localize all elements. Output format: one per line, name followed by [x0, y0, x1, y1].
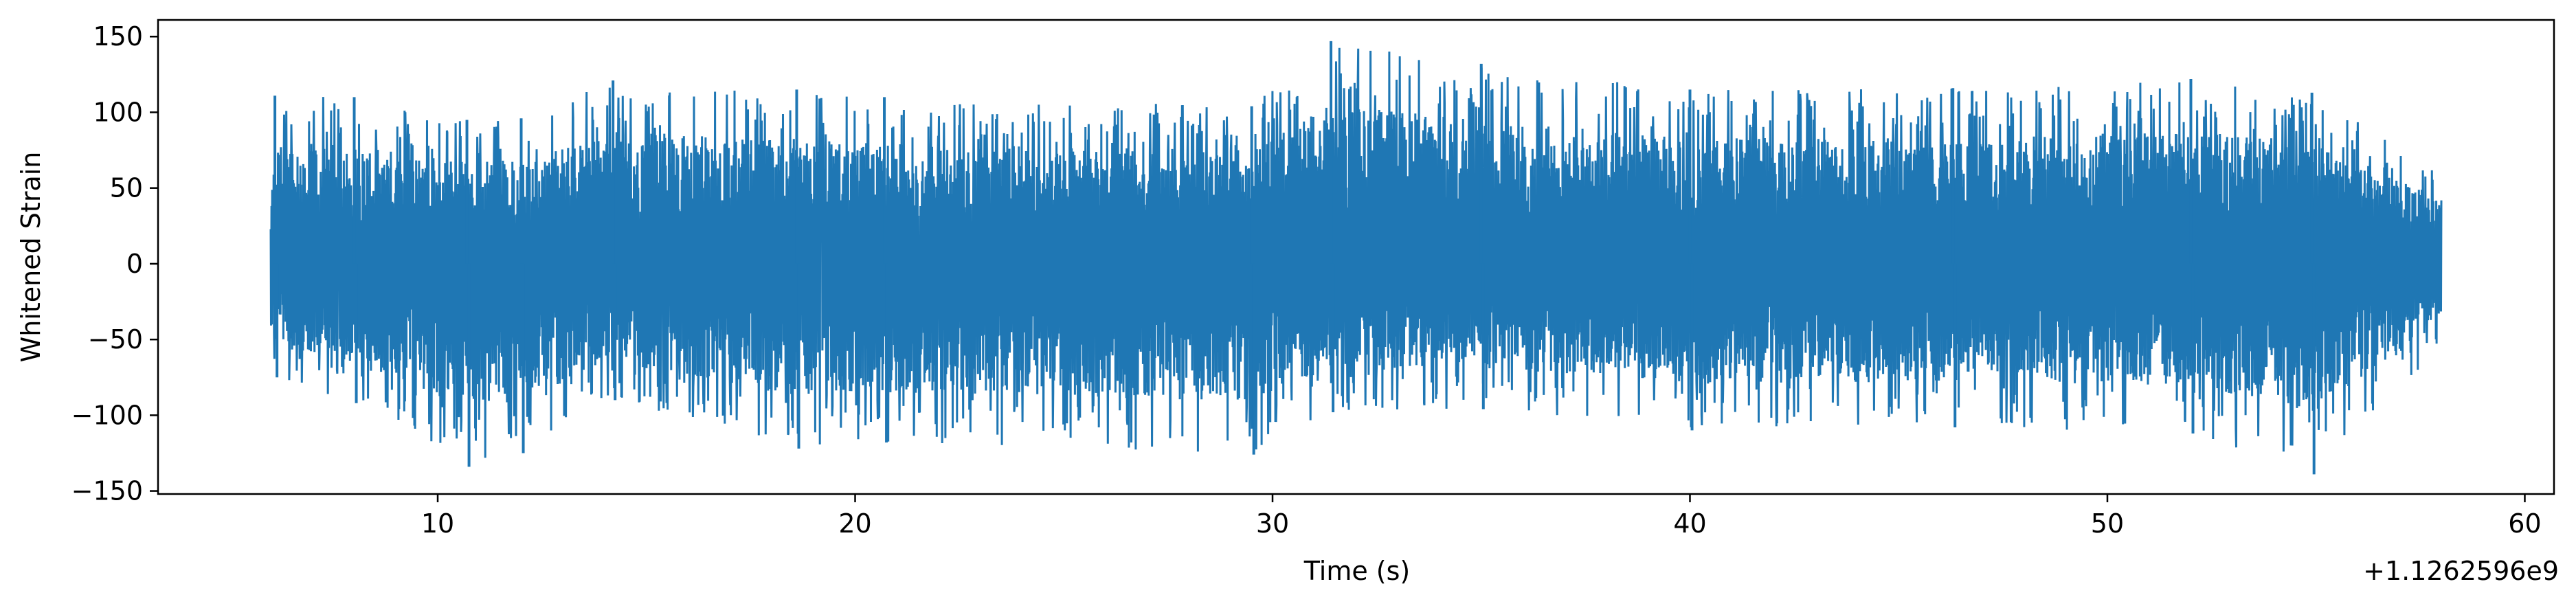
x-tick-label: 50: [2091, 508, 2124, 539]
plot-frame: [157, 19, 2555, 495]
y-axis-ticks: 150 100 50 0 −50 −100 −150: [71, 21, 158, 506]
y-tick-label: −100: [71, 400, 143, 430]
x-axis-ticks: 10 20 30 40 50 60: [421, 494, 2542, 539]
x-tick-label: 30: [1256, 508, 1289, 539]
strain-series-line: [269, 47, 2443, 458]
x-axis-label: Time (s): [1303, 556, 1411, 586]
x-offset-label: +1.1262596e9: [2363, 556, 2559, 586]
x-tick-label: 60: [2508, 508, 2541, 539]
y-tick-label: 150: [93, 21, 143, 52]
y-tick-label: 50: [110, 173, 143, 203]
y-tick-label: 0: [126, 249, 143, 279]
y-tick-label: −50: [88, 324, 143, 355]
y-axis-label: Whitened Strain: [16, 152, 46, 363]
y-tick-label: 100: [93, 97, 143, 127]
x-tick-label: 20: [838, 508, 871, 539]
y-tick-label: −150: [71, 476, 143, 506]
plot-data-layer: [269, 41, 2443, 475]
x-tick-label: 40: [1673, 508, 1706, 539]
x-tick-label: 10: [421, 508, 454, 539]
